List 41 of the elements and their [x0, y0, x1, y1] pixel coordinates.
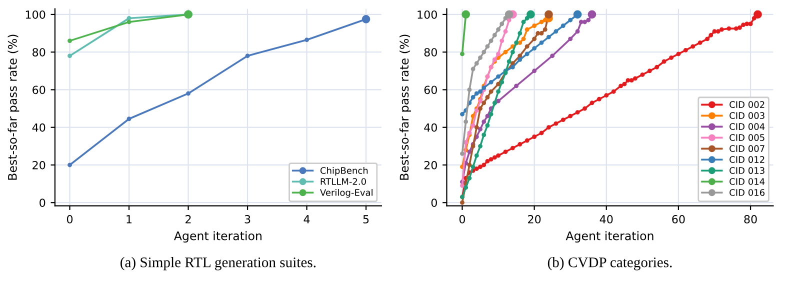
legend-label: CID 016	[730, 189, 765, 196]
x-axis-title: Agent iteration	[174, 231, 262, 243]
x-tick-label: 80	[744, 215, 757, 224]
legend-label: CID 014	[730, 178, 765, 185]
y-tick-label: 0	[431, 198, 437, 207]
y-tick-label: 0	[40, 198, 46, 207]
x-tick-label: 5	[363, 215, 369, 224]
legend-label: CID 012	[730, 156, 764, 163]
y-tick-label: 40	[32, 123, 46, 132]
legend-label: RTLLM-2.0	[320, 178, 366, 185]
y-tick-label: 40	[424, 123, 437, 132]
x-tick-label: 1	[126, 215, 132, 224]
x-tick-label: 2	[186, 215, 191, 224]
y-tick-label: 100	[418, 10, 437, 19]
x-tick-label: 0	[459, 215, 466, 224]
x-tick-label: 20	[528, 215, 541, 224]
y-tick-label: 60	[32, 86, 46, 94]
y-tick-label: 80	[32, 48, 46, 56]
x-tick-label: 40	[600, 215, 613, 224]
x-tick-label: 60	[672, 215, 685, 224]
y-axis-title: Best-so-far pass rate (%)	[400, 34, 411, 180]
x-tick-label: 0	[66, 215, 73, 224]
y-tick-label: 20	[424, 160, 437, 170]
legend-label: CID 005	[730, 134, 764, 141]
y-tick-label: 20	[32, 160, 46, 170]
legend-label: CID 003	[730, 112, 764, 119]
legend-label: ChipBench	[320, 166, 368, 176]
legend-label: CID 002	[730, 101, 764, 108]
x-axis-title: Agent iteration	[566, 231, 654, 243]
y-tick-label: 100	[26, 10, 46, 19]
text: (a) Simple RTL generation suites.	[120, 257, 316, 270]
legend-label: CID 007	[730, 145, 764, 152]
y-tick-label: 80	[424, 48, 437, 56]
legend-label: Verilog-Eval	[320, 188, 372, 198]
legend-label: CID 013	[730, 167, 764, 174]
x-tick-label: 4	[304, 215, 310, 224]
x-tick-label: 3	[244, 215, 250, 224]
y-axis-title: Best-so-far pass rate (%)	[8, 34, 20, 180]
text: (b) CVDP categories.	[548, 257, 672, 270]
legend-label: CID 004	[730, 123, 765, 130]
y-tick-label: 60	[424, 86, 437, 94]
